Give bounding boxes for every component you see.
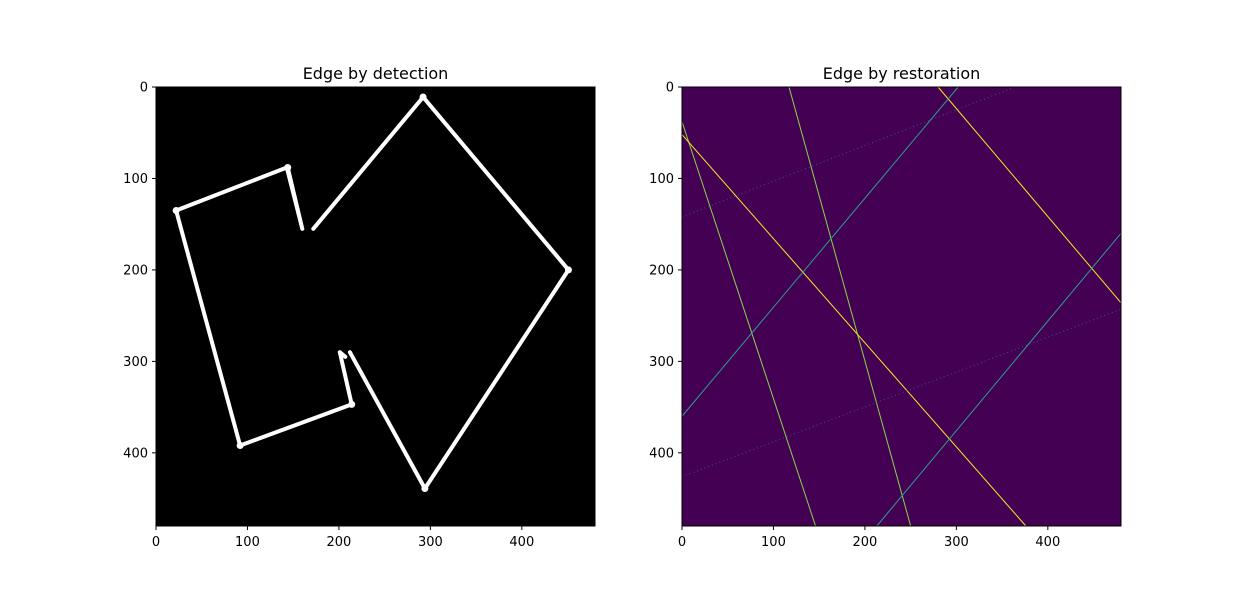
x-tick-label: 0 (678, 535, 686, 550)
x-tick-label: 100 (761, 535, 786, 550)
x-tick-label: 300 (944, 535, 969, 550)
y-tick-label: 0 (140, 81, 148, 96)
corner-dot (172, 206, 180, 214)
x-tick-label: 0 (152, 535, 160, 550)
corner-dot (348, 400, 356, 408)
marks (681, 86, 1122, 527)
steep-line-left (681, 121, 817, 527)
y-tick-label: 300 (649, 355, 674, 370)
plot-area (682, 87, 1121, 526)
subplot-detection: Edge by detection 0 100 200 300 400 0 100 200 3… (123, 64, 596, 550)
y-tick-label: 0 (666, 81, 674, 96)
x-tick-label: 400 (1035, 535, 1060, 550)
marks (172, 93, 572, 493)
x-tick-label: 400 (509, 535, 534, 550)
corner-dot (284, 163, 292, 171)
plot-frame (155, 86, 596, 527)
corner-dot (421, 485, 429, 493)
left-shape-outline (174, 165, 354, 448)
corner-dot (236, 442, 244, 450)
x-tick-label: 200 (853, 535, 878, 550)
rising-line-left (681, 86, 959, 417)
y-tick-label: 100 (123, 172, 148, 187)
x-tick-label: 200 (327, 535, 352, 550)
y-tick-label: 300 (123, 355, 148, 370)
y-tick-label: 100 (649, 172, 674, 187)
diagonal-down-left (681, 134, 1027, 527)
x-axis: 0 100 200 300 400 (152, 526, 534, 550)
x-tick-label: 100 (235, 535, 260, 550)
subplot-title: Edge by detection (303, 64, 449, 83)
x-tick-label: 300 (418, 535, 443, 550)
y-tick-label: 200 (649, 263, 674, 278)
y-tick-label: 400 (123, 446, 148, 461)
rising-line-right (876, 233, 1122, 527)
x-axis: 0 100 200 300 400 (678, 526, 1060, 550)
y-tick-label: 400 (649, 446, 674, 461)
plot-frame (681, 86, 1122, 527)
steep-line-right (788, 86, 912, 527)
subplot-restoration: Edge by restoration 0 100 200 300 400 0 100 20… (649, 64, 1122, 550)
subplot-title: Edge by restoration (823, 64, 981, 83)
diagonal-down-right (937, 86, 1122, 304)
corner-dot (419, 93, 427, 101)
plot-area (156, 87, 595, 526)
y-axis: 0 100 200 300 400 (649, 81, 682, 461)
y-tick-label: 200 (123, 263, 148, 278)
corner-dot (564, 266, 572, 274)
y-axis: 0 100 200 300 400 (123, 81, 156, 461)
